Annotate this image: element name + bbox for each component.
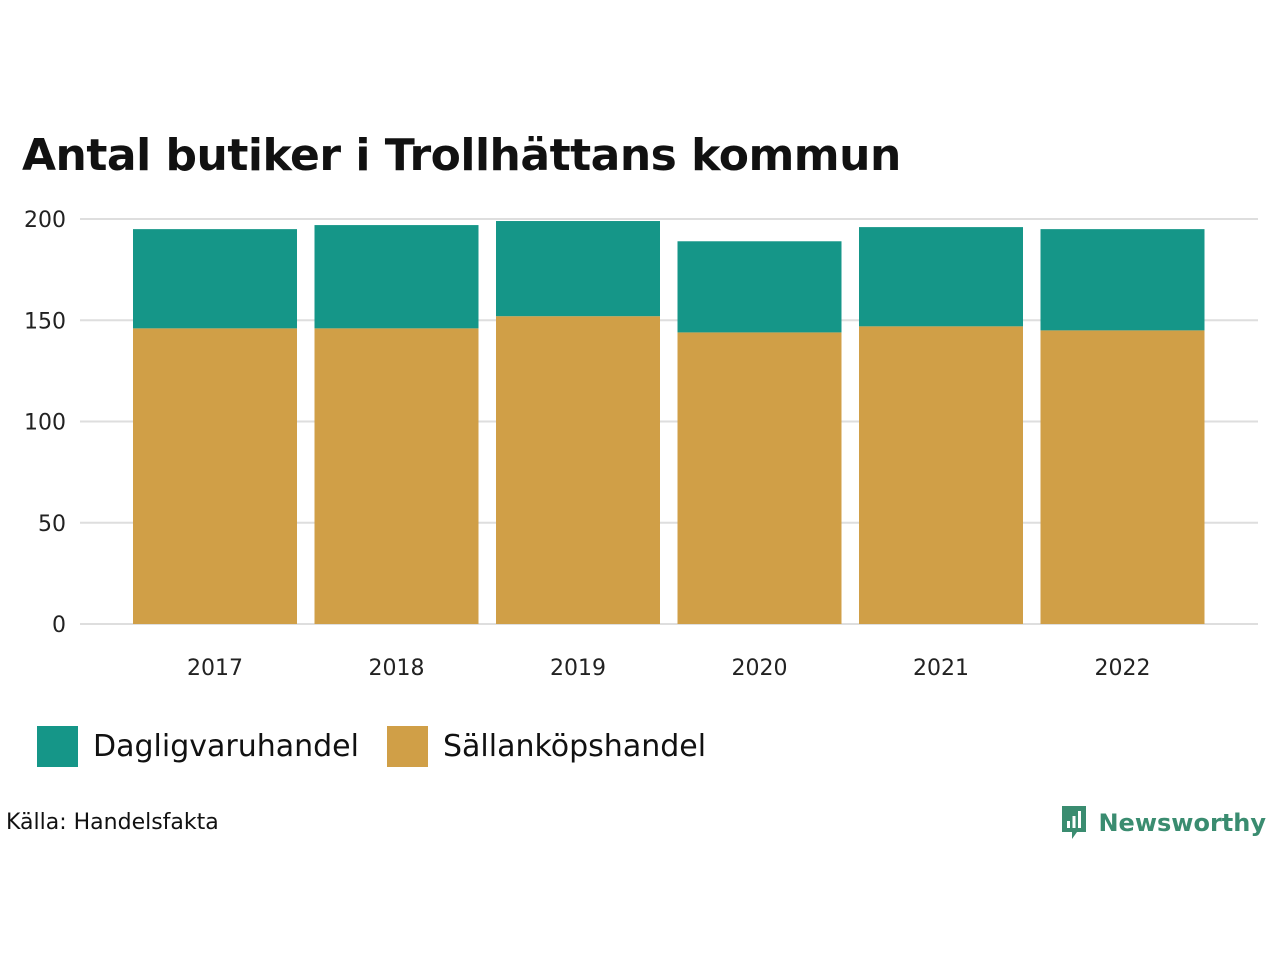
x-tick-label-2018: 2018 <box>369 656 425 681</box>
legend-swatch-dagligvaruhandel <box>37 726 78 767</box>
legend: Dagligvaruhandel Sällanköpshandel <box>37 726 734 767</box>
x-tick-label-2019: 2019 <box>550 656 606 681</box>
bar-dagligvaruhandel-2017 <box>133 229 297 329</box>
bars <box>133 221 1205 624</box>
bar-dagligvaruhandel-2021 <box>859 227 1023 327</box>
bar-sllankpshandel-2021 <box>859 326 1023 624</box>
bar-sllankpshandel-2017 <box>133 328 297 624</box>
y-tick-label-0: 0 <box>52 613 66 638</box>
x-axis-labels: 2017 2018 2019 2020 2021 2022 <box>187 656 1151 681</box>
y-tick-label-50: 50 <box>38 512 66 537</box>
legend-swatch-sallankopshandel <box>386 726 428 767</box>
bar-sllankpshandel-2019 <box>496 316 660 624</box>
y-tick-label-150: 150 <box>24 309 66 334</box>
legend-label-dagligvaruhandel: Dagligvaruhandel <box>93 729 359 764</box>
bar-dagligvaruhandel-2019 <box>496 221 660 317</box>
y-tick-label-100: 100 <box>24 411 66 436</box>
bar-sllankpshandel-2022 <box>1040 330 1205 624</box>
x-tick-label-2021: 2021 <box>913 656 969 681</box>
legend-label-sallankopshandel: Sällanköpshandel <box>442 729 707 764</box>
legend-item-dagligvaruhandel: Dagligvaruhandel <box>37 726 359 767</box>
brand-name: Newsworthy <box>1098 809 1266 837</box>
source-note: Källa: Handelsfakta <box>6 810 219 835</box>
y-axis-ticks: 0 50 100 150 200 <box>24 208 66 638</box>
brand-logo: Newsworthy <box>1060 804 1266 842</box>
chart-title: Antal butiker i Trollhättans kommun <box>22 130 901 181</box>
bar-sllankpshandel-2018 <box>314 328 479 624</box>
bar-dagligvaruhandel-2020 <box>677 241 842 333</box>
newsworthy-logo-icon <box>1062 806 1087 839</box>
x-tick-label-2022: 2022 <box>1095 656 1151 681</box>
chart-plot: 0 50 100 150 200 2017 2018 2019 2020 2021 2022 <box>24 208 1258 681</box>
x-tick-label-2020: 2020 <box>732 656 788 681</box>
bar-sllankpshandel-2020 <box>677 332 842 624</box>
x-tick-label-2017: 2017 <box>187 656 243 681</box>
bar-dagligvaruhandel-2018 <box>314 225 479 329</box>
legend-item-sallankopshandel: Sällanköpshandel <box>386 726 707 767</box>
bar-dagligvaruhandel-2022 <box>1040 229 1205 331</box>
y-tick-label-200: 200 <box>24 208 66 233</box>
